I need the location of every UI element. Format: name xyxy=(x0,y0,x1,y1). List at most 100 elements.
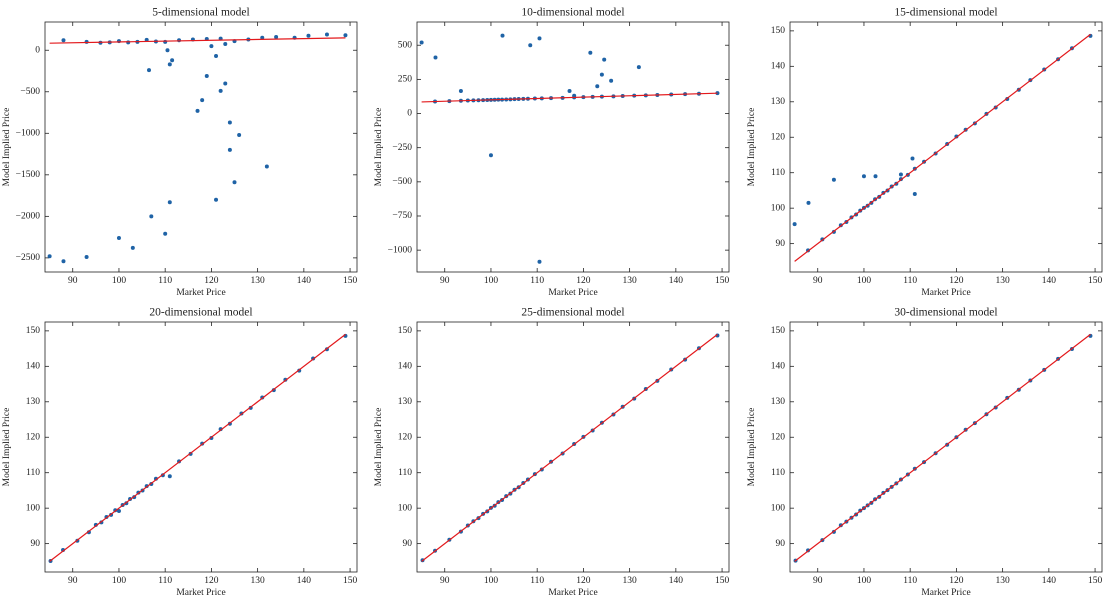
y-tick-label: 90 xyxy=(403,539,413,549)
y-axis-label: Model Implied Price xyxy=(747,408,757,487)
y-tick-label: 130 xyxy=(771,97,786,107)
y-tick-label: 140 xyxy=(398,362,413,372)
y-tick-label: 90 xyxy=(776,539,786,549)
y-axis-label: Model Implied Price xyxy=(747,108,757,187)
y-tick-label: −500 xyxy=(20,87,40,97)
data-point xyxy=(232,180,237,185)
x-tick-label: 100 xyxy=(112,576,127,586)
plot-frame xyxy=(416,321,730,573)
data-point xyxy=(147,68,151,73)
x-axis-label: Market Price xyxy=(176,288,225,298)
x-tick-label: 100 xyxy=(484,576,499,586)
x-tick-label: 150 xyxy=(343,576,358,586)
data-point xyxy=(873,174,878,179)
x-tick-label: 120 xyxy=(576,576,591,586)
x-tick-label: 140 xyxy=(669,576,684,586)
x-tick-label: 110 xyxy=(530,576,544,586)
data-point xyxy=(458,88,463,93)
data-point xyxy=(167,474,172,479)
y-axis-label: Model Implied Price xyxy=(2,408,12,487)
x-tick-label: 150 xyxy=(1088,276,1103,286)
data-point xyxy=(488,153,493,158)
data-point xyxy=(47,254,52,259)
subplot-title: 25-dimensional model xyxy=(521,307,624,319)
y-tick-label: 0 xyxy=(35,45,40,55)
x-tick-label: 140 xyxy=(669,276,684,286)
data-point xyxy=(84,255,89,260)
y-tick-label: −750 xyxy=(392,211,412,221)
data-point xyxy=(500,33,505,38)
x-tick-label: 130 xyxy=(250,576,265,586)
y-tick-label: 150 xyxy=(771,326,786,336)
data-point xyxy=(167,62,172,67)
y-tick-label: 500 xyxy=(398,40,413,50)
x-tick-label: 130 xyxy=(250,276,265,286)
x-tick-label: 150 xyxy=(1088,576,1103,586)
x-tick-label: 90 xyxy=(440,576,450,586)
data-point xyxy=(214,197,219,202)
data-point xyxy=(116,509,121,514)
y-tick-label: −500 xyxy=(392,177,412,187)
plot-frame xyxy=(789,321,1103,573)
y-tick-label: −2500 xyxy=(16,253,41,263)
data-point xyxy=(898,172,903,177)
x-tick-label: 150 xyxy=(715,576,730,586)
plot-frame xyxy=(44,21,358,273)
y-tick-label: 130 xyxy=(26,397,41,407)
fit-line xyxy=(794,33,1091,262)
subplot-title: 15-dimensional model xyxy=(894,7,997,19)
y-tick-label: 130 xyxy=(398,397,413,407)
x-tick-label: 140 xyxy=(297,276,312,286)
y-tick-label: 110 xyxy=(771,468,785,478)
data-point xyxy=(163,231,168,236)
data-point xyxy=(167,200,172,205)
y-tick-label: −2000 xyxy=(16,212,41,222)
x-axis-label: Market Price xyxy=(176,588,225,598)
fit-line xyxy=(49,37,346,44)
y-tick-label: −250 xyxy=(392,143,412,153)
y-tick-label: 150 xyxy=(398,326,413,336)
x-tick-label: 120 xyxy=(204,576,219,586)
x-tick-label: 90 xyxy=(813,276,823,286)
y-tick-label: −1000 xyxy=(16,128,41,138)
x-tick-label: 110 xyxy=(158,276,172,286)
x-tick-label: 120 xyxy=(949,576,964,586)
data-point xyxy=(572,93,577,98)
y-tick-label: 140 xyxy=(771,62,786,72)
data-point xyxy=(806,200,811,205)
y-tick-label: −1000 xyxy=(388,245,413,255)
data-point xyxy=(237,132,242,137)
x-tick-label: 100 xyxy=(857,276,872,286)
y-tick-label: 140 xyxy=(26,362,41,372)
data-point xyxy=(227,147,232,152)
data-point xyxy=(324,32,329,37)
data-point xyxy=(912,191,917,196)
x-tick-label: 110 xyxy=(903,276,917,286)
data-point xyxy=(343,33,348,38)
data-point xyxy=(170,58,175,63)
y-tick-label: 110 xyxy=(771,168,785,178)
data-point xyxy=(595,84,600,89)
data-point xyxy=(274,34,279,39)
data-point xyxy=(116,235,121,240)
data-point xyxy=(588,50,593,55)
y-tick-label: 110 xyxy=(398,468,412,478)
data-point xyxy=(528,43,533,48)
x-tick-label: 150 xyxy=(343,276,358,286)
subplot-title: 5-dimensional model xyxy=(152,7,249,19)
y-tick-label: 110 xyxy=(26,468,40,478)
data-point xyxy=(195,108,200,113)
y-tick-label: 0 xyxy=(407,109,412,119)
data-point xyxy=(149,214,154,219)
x-tick-label: 100 xyxy=(112,276,127,286)
x-tick-label: 110 xyxy=(530,276,544,286)
data-point xyxy=(433,55,438,60)
x-tick-label: 90 xyxy=(440,276,450,286)
subplot-title: 20-dimensional model xyxy=(149,307,252,319)
data-point xyxy=(609,78,614,83)
y-tick-label: 100 xyxy=(26,503,41,513)
x-tick-label: 110 xyxy=(158,576,172,586)
data-point xyxy=(130,245,135,250)
y-tick-label: 130 xyxy=(771,397,786,407)
